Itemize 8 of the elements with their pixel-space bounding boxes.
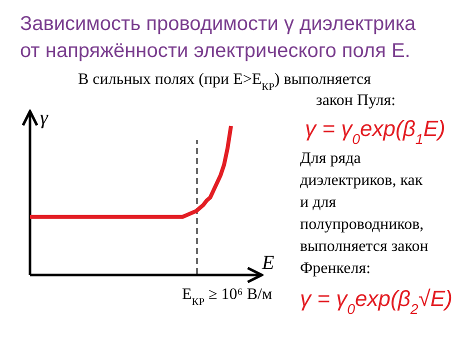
x-axis-title: E (261, 252, 274, 274)
text: E$_{КР}$ ≥ 10⁶ В/м (182, 286, 272, 308)
y-axis-title: γ (40, 107, 49, 129)
chart-title: Зависимость проводимости γ диэлектрика от напряжённости электрического поля E. (20, 13, 417, 62)
text: γ = γ$_{0}$exp(β$_{2}$√E) (300, 286, 452, 318)
text: Для ряда диэлектриков, как и для полупроводников, выполняется закон Френкеля: (300, 150, 429, 277)
text: В сильных полях (при E>E$_{КР}$) выполняется закон Пуля: (78, 71, 396, 109)
text: γ = γ$_{0}$exp(β$_{1}$E) (305, 116, 446, 148)
